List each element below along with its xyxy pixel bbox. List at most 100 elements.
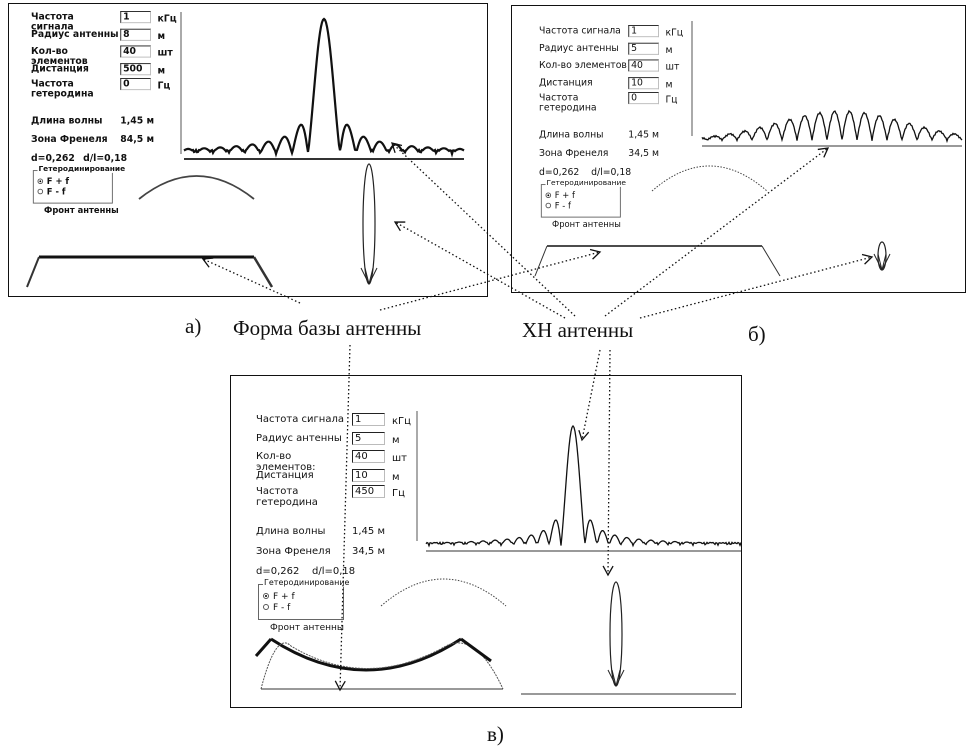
group-title: Гетеродинирование	[546, 179, 627, 187]
radio-button[interactable]	[546, 192, 552, 198]
field-label: Частота гетеродина	[256, 486, 351, 508]
input-field[interactable]: 500	[120, 63, 151, 75]
input-field[interactable]: 10	[628, 77, 659, 89]
radio-label: F + f	[555, 192, 575, 201]
field-unit: м	[665, 80, 672, 90]
field-label: Частота сигнала	[539, 26, 627, 36]
radio-button[interactable]	[546, 203, 552, 209]
ratio-text: d/l=0,18	[312, 566, 355, 577]
radio-button[interactable]	[38, 178, 44, 184]
wavelength-label: Длина волны	[539, 130, 604, 140]
directivity-lobe	[363, 164, 375, 284]
radio-label: F - f	[47, 188, 66, 197]
wavelength-value: 1,45 м	[352, 526, 385, 537]
field-label: Радиус антенны	[539, 44, 627, 54]
base-shape-thin	[261, 643, 503, 689]
caption-base-shape: Форма базы антенны	[233, 316, 421, 341]
field-unit: шт	[392, 453, 407, 464]
radio-option[interactable]: F + f	[263, 592, 295, 602]
field-unit: Гц	[665, 95, 677, 105]
panel-label: а)	[185, 314, 201, 339]
base-edge	[27, 257, 39, 287]
parameter-form: Частота сигнала1кГцРадиус антенны5мКол-в…	[539, 26, 697, 240]
input-field[interactable]: 1	[352, 413, 385, 426]
base-edge	[762, 246, 780, 276]
wavelength-value: 1,45 м	[628, 130, 659, 140]
ratio-text: d/l=0,18	[591, 167, 631, 177]
radio-button[interactable]	[38, 189, 44, 195]
group-title: Гетеродинирование	[38, 165, 127, 173]
input-field[interactable]: 0	[628, 92, 659, 104]
input-field[interactable]: 40	[352, 450, 385, 463]
ratio-text: d=0,262	[539, 167, 579, 177]
field-unit: Гц	[392, 488, 405, 499]
base-edge	[535, 246, 547, 276]
directivity-lobe	[878, 242, 886, 270]
field-unit: м	[392, 472, 400, 483]
field-label: Дистанция	[539, 78, 627, 88]
wavelength-value: 1,45 м	[120, 116, 154, 126]
panel-label: в)	[487, 722, 504, 747]
field-unit: шт	[157, 48, 172, 58]
front-label: Фронт антенны	[552, 220, 621, 229]
input-field[interactable]: 5	[352, 432, 385, 445]
radio-option[interactable]: F + f	[546, 192, 575, 201]
input-field[interactable]: 40	[628, 59, 659, 71]
caption-pattern: ХН антенны	[522, 318, 633, 343]
ratio-text: d=0,262	[31, 153, 75, 163]
front-label: Фронт антенны	[270, 623, 344, 633]
fresnel-value: 34,5 м	[628, 149, 659, 159]
fresnel-label: Зона Френеля	[256, 546, 331, 557]
input-field[interactable]: 10	[352, 469, 385, 482]
app-window: Частота сигнала1кГцРадиус антенны5мКол-в…	[511, 5, 966, 293]
radio-option[interactable]: F - f	[263, 603, 290, 613]
field-label: Радиус антенны	[31, 30, 119, 40]
radio-label: F + f	[273, 592, 295, 602]
fresnel-label: Зона Френеля	[539, 149, 608, 159]
input-field[interactable]: 450	[352, 485, 385, 498]
field-unit: кГц	[392, 416, 411, 427]
fresnel-value: 34,5 м	[352, 546, 385, 557]
field-unit: м	[665, 46, 672, 56]
base-edge	[254, 257, 272, 287]
radio-label: F - f	[555, 202, 571, 211]
field-unit: Гц	[157, 81, 170, 91]
radio-button[interactable]	[263, 593, 269, 599]
page: {"panels": [ {"label": "а)", "fields": […	[0, 0, 976, 751]
field-unit: кГц	[665, 28, 683, 38]
input-field[interactable]: 40	[120, 45, 151, 57]
pattern-curve	[184, 19, 464, 154]
field-unit: шт	[665, 62, 679, 72]
heterodyne-group: ГетеродинированиеF + fF - f	[541, 184, 621, 217]
input-field[interactable]: 1	[120, 11, 151, 23]
field-label: Частота сигнала	[256, 414, 351, 425]
base-edge	[461, 639, 491, 661]
radio-label: F - f	[273, 603, 290, 613]
input-field[interactable]: 0	[120, 78, 151, 90]
field-label: Частота гетеродина	[539, 93, 627, 113]
radio-label: F + f	[47, 178, 69, 187]
fresnel-value: 84,5 м	[120, 135, 154, 145]
fresnel-label: Зона Френеля	[31, 135, 108, 145]
input-field[interactable]: 1	[628, 25, 659, 37]
field-label: Радиус антенны	[256, 433, 351, 444]
pattern-curve	[702, 111, 962, 141]
radio-option[interactable]: F - f	[546, 202, 571, 211]
field-label: Кол-во элементов	[539, 60, 627, 70]
input-field[interactable]: 5	[628, 43, 659, 55]
radio-option[interactable]: F - f	[38, 188, 66, 197]
input-field[interactable]: 8	[120, 29, 151, 41]
field-label: Дистанция	[31, 64, 119, 74]
radio-button[interactable]	[263, 604, 269, 610]
field-label: Дистанция	[256, 470, 351, 481]
wavelength-label: Длина волны	[256, 526, 325, 537]
ratio-text: d=0,262	[256, 566, 299, 577]
radio-option[interactable]: F + f	[38, 178, 70, 187]
field-label: Частота гетеродина	[31, 79, 119, 99]
field-unit: м	[392, 435, 400, 446]
